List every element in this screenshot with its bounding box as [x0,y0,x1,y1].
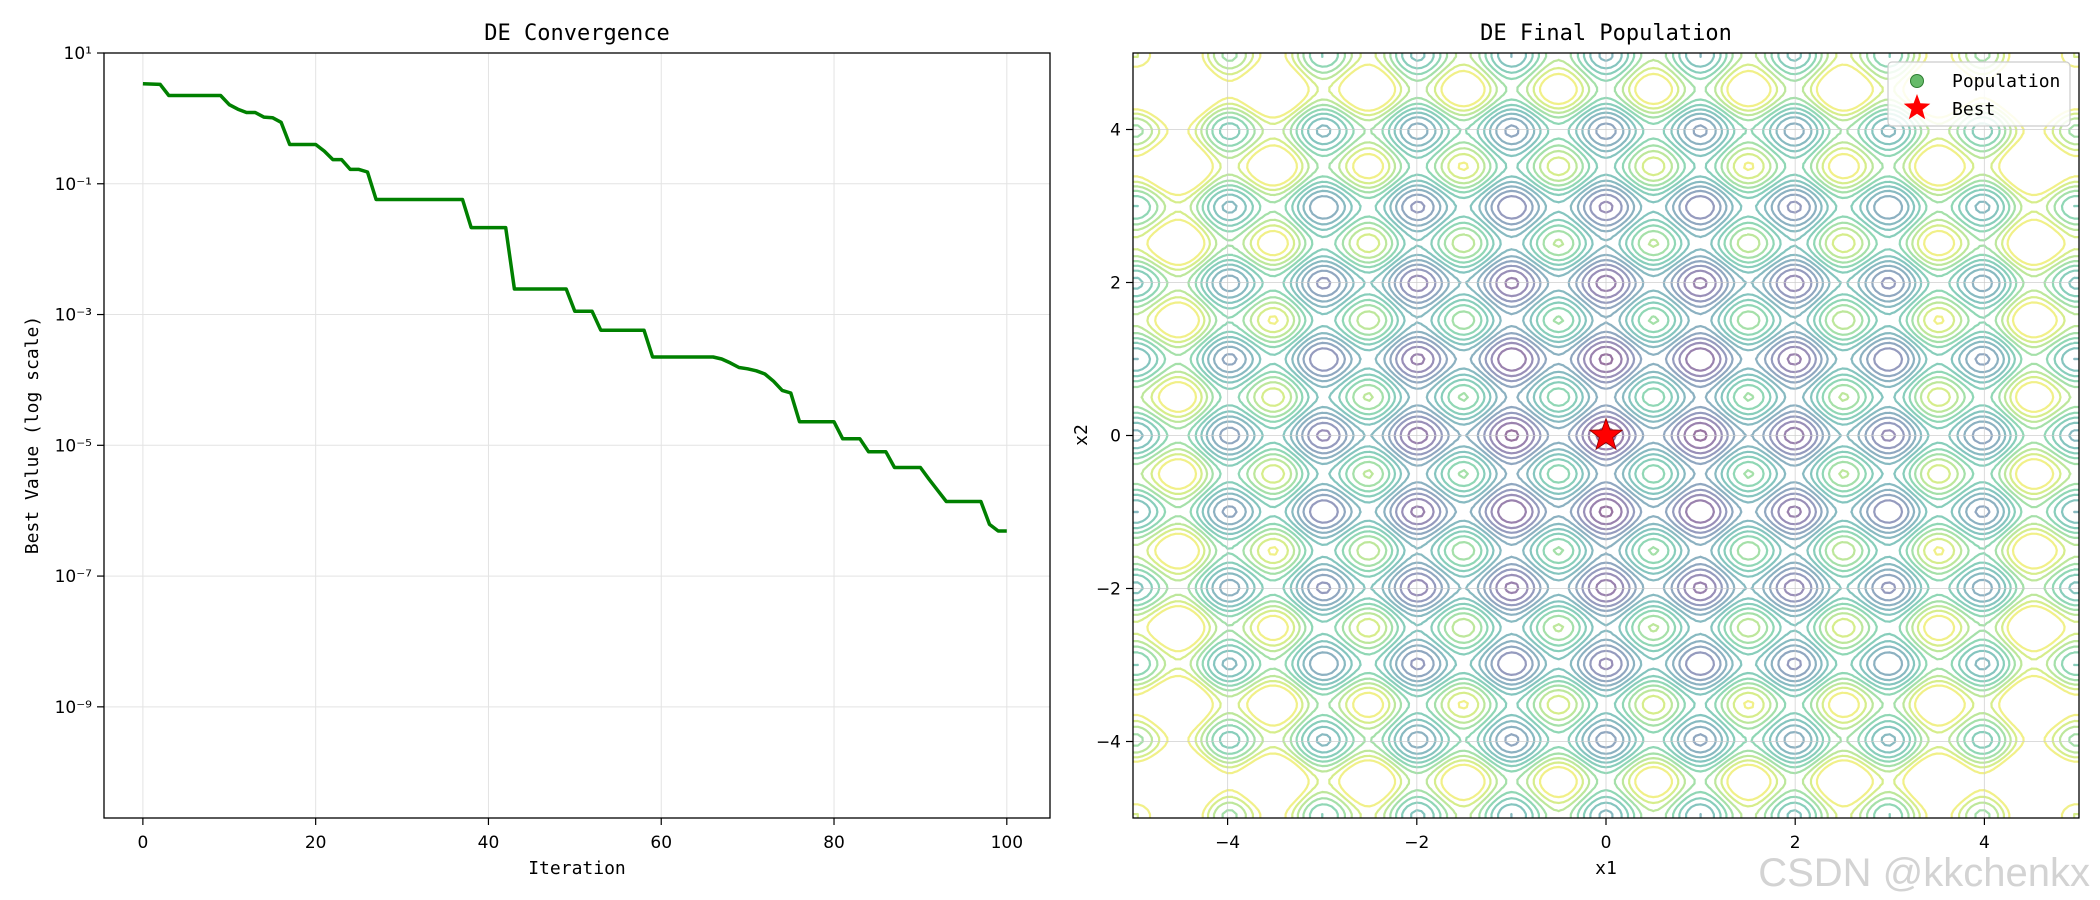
x-tick-label: 40 [478,833,500,853]
population-y-label: x2 [1071,424,1092,446]
contour-level [1315,200,1897,671]
x-tick-label: 60 [650,833,672,853]
y-tick-label: 10⁻⁷ [55,567,93,587]
x-tick-label: 2 [1790,833,1801,853]
y-tick-label: 10⁻⁵ [55,436,92,456]
convergence-chart: DE Convergence 0 20 40 60 80 100 10¹10⁻¹10⁻³1… [22,21,1051,879]
contour-lines [1133,53,2079,818]
x-tick-label: 0 [137,833,148,853]
y-tick-label: 2 [1110,274,1121,294]
population-x-label: x1 [1595,858,1617,879]
population-chart: DE Final Population −4 −2 0 2 4 −4 −2 0 2 4 x1 x… [1071,21,2080,879]
contour-level [1133,53,2079,818]
x-tick-label: −4 [1215,833,1240,853]
population-frame [1132,52,2080,819]
legend-box [1887,61,2071,127]
y-tick-label: 10⁻¹ [55,175,92,195]
contour-level [1407,274,1805,597]
best-legend-marker [1903,94,1931,120]
y-tick-label: 10⁻³ [55,306,92,326]
x-tick-label: 0 [1601,833,1612,853]
watermark: CSDN @kkchenkx [1758,851,2090,895]
y-tick-label: −4 [1096,733,1121,753]
population-title: DE Final Population [1480,21,1732,46]
contour-level [1307,193,1905,678]
y-tick-label: 10⁻⁹ [55,698,93,718]
population-legend-marker [1910,74,1924,88]
y-tick-label: 10¹ [64,44,92,64]
y-tick-label: −2 [1096,580,1121,600]
best-point-star [1588,417,1624,451]
convergence-y-label: Best Value (log scale) [22,316,43,554]
legend-label-population: Population [1952,71,2060,92]
x-tick-label: 4 [1979,833,1990,853]
x-tick-label: 80 [823,833,845,853]
convergence-line [142,81,1007,533]
convergence-frame [103,52,1051,819]
x-tick-label: 100 [991,833,1023,853]
contour-level [1133,53,2079,818]
contour-level [1133,53,2079,818]
contour-level [1218,122,1994,749]
legend: Population Best [1887,61,2071,127]
contour-level [1211,116,2001,755]
population-points [1588,417,1624,451]
convergence-x-ticks: 0 20 40 60 80 100 [137,818,1023,853]
convergence-grid [104,52,1050,818]
legend-label-best: Best [1952,99,1995,120]
x-tick-label: 20 [305,833,327,853]
contour-level [1133,53,2079,818]
convergence-y-ticks: 10¹ 10⁻¹ 10⁻³ 10⁻⁵ 10⁻⁷ 10⁻⁹ [55,44,104,718]
convergence-title: DE Convergence [484,21,669,46]
x-tick-label: −2 [1404,833,1429,853]
population-x-ticks: −4 −2 0 2 4 [1215,818,1990,853]
y-tick-label: 4 [1110,121,1121,141]
y-tick-label: 0 [1110,427,1121,447]
contour-level [1133,53,2079,818]
convergence-x-label: Iteration [528,858,626,879]
contour-level [1133,53,2079,818]
contour-level [1133,53,2079,818]
population-y-ticks: −4 −2 0 2 4 [1096,121,1133,753]
